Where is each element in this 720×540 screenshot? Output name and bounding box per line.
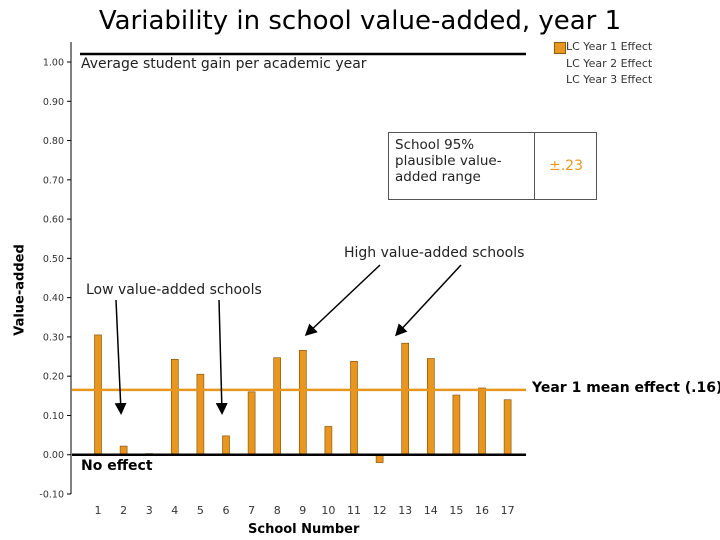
bar	[324, 426, 333, 456]
x-tick-label: 12	[373, 504, 387, 517]
bar	[273, 357, 282, 456]
y-tick-label: 0.50	[43, 254, 64, 265]
bar	[298, 349, 307, 456]
y-tick-label: 0.20	[43, 372, 64, 383]
high-arrow-2	[394, 264, 462, 337]
bar	[426, 358, 435, 456]
low-arrow-2	[215, 299, 228, 415]
y-tick-label: 0.40	[43, 293, 64, 304]
legend-swatch-year1	[554, 42, 566, 54]
plausible-range-box: School 95% plausible value-added range ±…	[388, 132, 597, 200]
bar	[350, 360, 358, 456]
x-axis-title: School Number	[248, 522, 360, 537]
y-tick-label: 0.60	[43, 215, 64, 226]
bar	[401, 342, 410, 456]
x-tick-label: 13	[398, 504, 412, 517]
x-tick-label: 5	[197, 504, 204, 517]
x-tick-label: 3	[146, 504, 153, 517]
y-tick-label: 0.80	[43, 136, 64, 147]
y-axis-title: Value-added	[12, 244, 28, 336]
y-tick-label: 0.00	[43, 450, 64, 461]
bar	[247, 391, 256, 456]
plausible-range-label: School 95% plausible value-added range	[389, 133, 535, 199]
plausible-range-value: ±.23	[549, 158, 583, 174]
y-axis-title-wrap: Value-added	[10, 244, 30, 336]
x-tick-label: 10	[321, 504, 335, 517]
high-arrow-1	[304, 264, 381, 337]
bar	[222, 435, 230, 456]
no-effect-label: No effect	[81, 458, 153, 474]
low-arrow-1	[114, 299, 127, 415]
y-tick-label: 0.70	[43, 175, 64, 186]
y-tick-label: 0.30	[43, 332, 64, 343]
bar	[171, 358, 179, 456]
average-gain-label: Average student gain per academic year	[81, 56, 367, 72]
x-tick-label: 6	[223, 504, 230, 517]
high-schools-annotation: High value-added schools	[344, 245, 525, 261]
mean-effect-label: Year 1 mean effect (.16)	[532, 380, 720, 396]
x-tick-label: 8	[274, 504, 281, 517]
legend-item-year1: LC Year 1 Effect	[566, 40, 653, 53]
x-tick-label: 2	[120, 504, 127, 517]
bar	[503, 399, 512, 456]
x-tick-label: 16	[475, 504, 489, 517]
low-schools-annotation: Low value-added schools	[86, 282, 262, 298]
x-tick-label: 4	[171, 504, 178, 517]
x-tick-label: 9	[299, 504, 306, 517]
bar	[119, 445, 128, 456]
y-tick-label: 0.90	[43, 97, 64, 108]
y-tick-label: 0.10	[43, 411, 64, 422]
bar	[452, 394, 461, 456]
x-tick-label: 14	[424, 504, 438, 517]
legend-item-year2: LC Year 2 Effect	[566, 57, 653, 70]
x-tick-label: 15	[449, 504, 463, 517]
y-tick-label: 1.00	[43, 58, 64, 69]
x-tick-label: 7	[248, 504, 255, 517]
x-tick-label: 1	[95, 504, 102, 517]
bar	[94, 334, 102, 456]
x-tick-label: 11	[347, 504, 361, 517]
bar	[478, 387, 486, 456]
y-tick-label: -0.10	[39, 490, 64, 501]
legend-item-year3: LC Year 3 Effect	[566, 73, 653, 86]
x-tick-label: 17	[501, 504, 515, 517]
bar	[196, 373, 205, 456]
chart-title: Variability in school value-added, year …	[98, 6, 622, 36]
